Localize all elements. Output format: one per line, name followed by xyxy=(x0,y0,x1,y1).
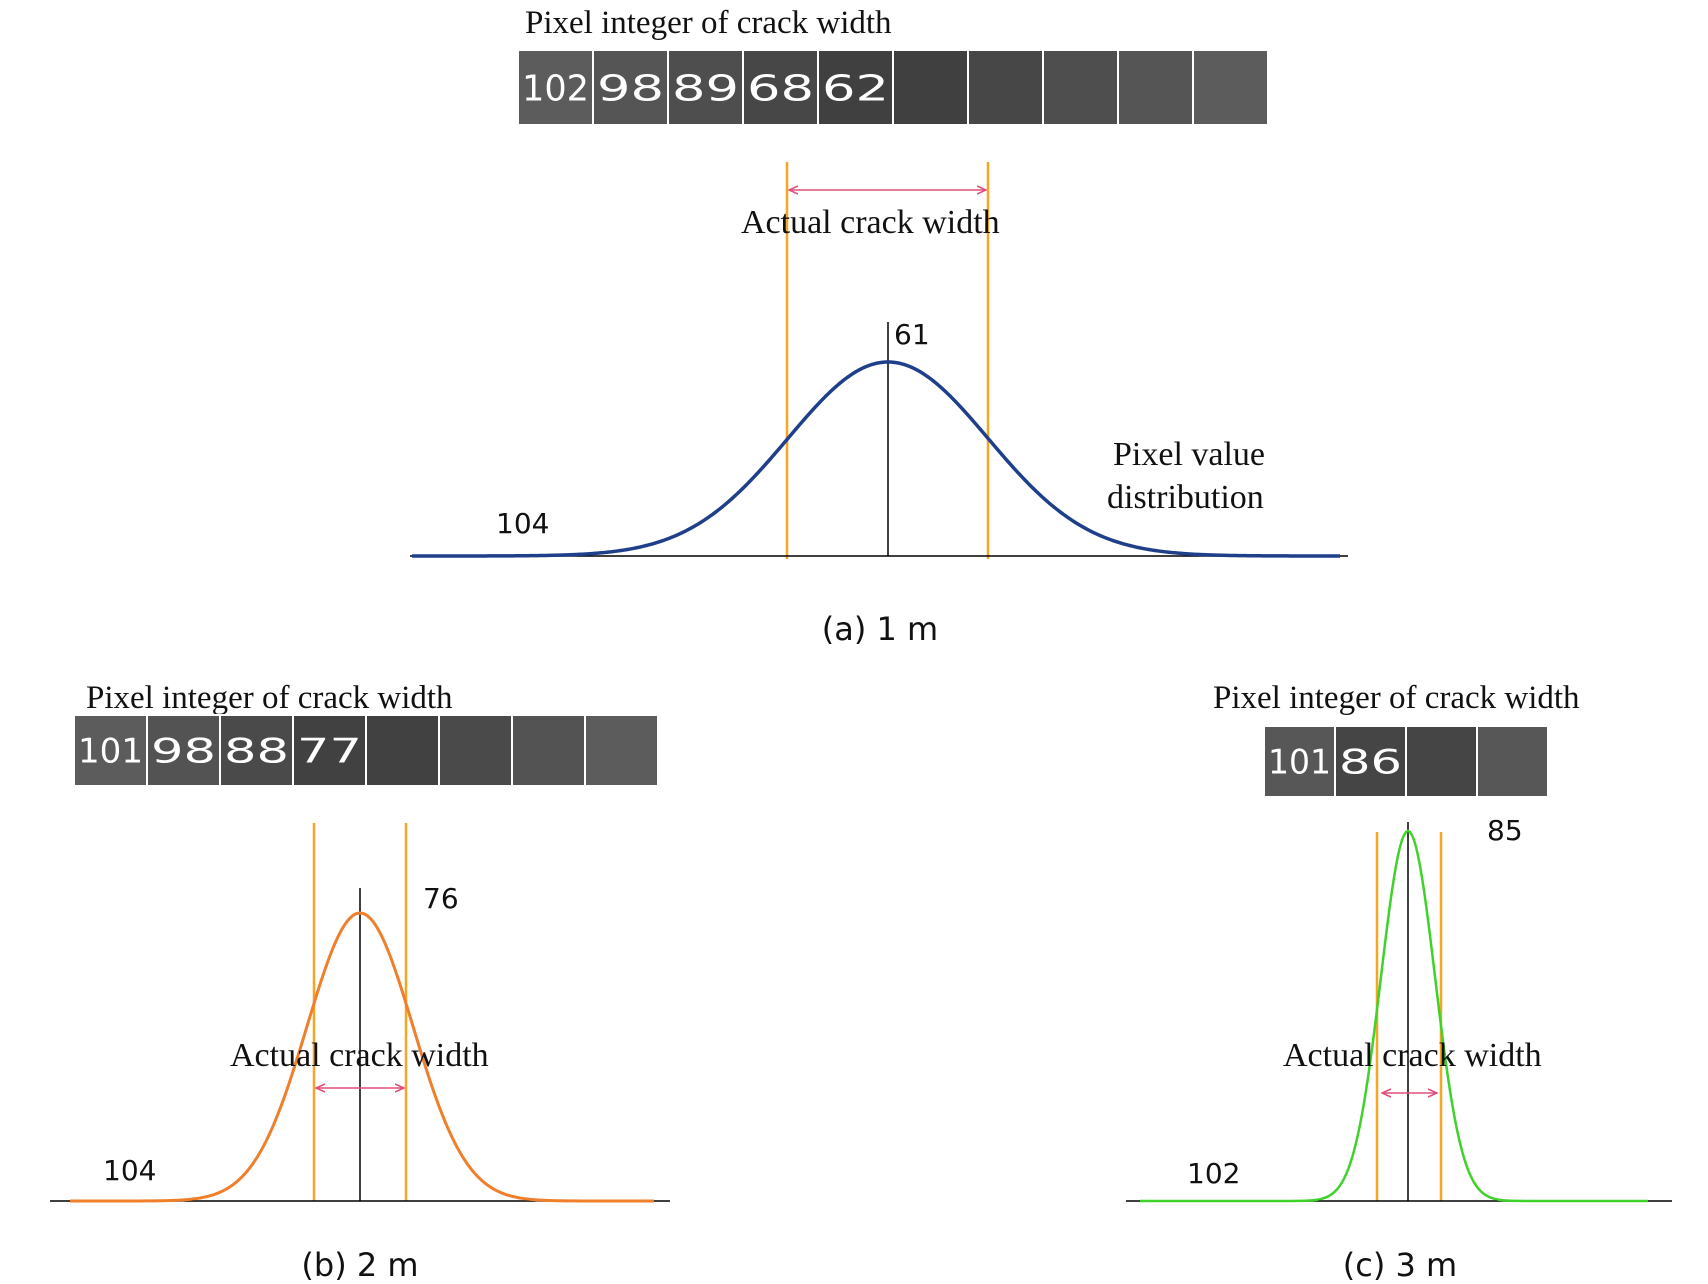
panel-a-distribution-curve xyxy=(412,360,1340,558)
panel-b-strip-title: Pixel integer of crack width xyxy=(86,680,453,716)
panel-a-pixel-strip: 102 98 89 68 62 xyxy=(517,49,1269,126)
panel-c-edge-label: 102 xyxy=(1187,1157,1240,1190)
panel-c-peak-label: 85 xyxy=(1487,814,1523,847)
panel-c-pixel-cell xyxy=(1405,725,1478,798)
panel-a-width-label: Actual crack width xyxy=(741,204,1000,241)
panel-c-pixel-cell xyxy=(1334,725,1407,798)
panel-a-strip-title: Pixel integer of crack width xyxy=(525,5,892,41)
panel-b-pixel-strip: 101 98 88 77 xyxy=(73,714,659,787)
panel-c-pixel-value: 101 xyxy=(1268,743,1331,783)
panel-b-pixel-cell xyxy=(73,714,148,787)
panel-b-caption: (b) 2 m xyxy=(301,1246,418,1284)
panel-b-pixel-cell xyxy=(146,714,221,787)
panel-a: Pixel integer of crack width 102 98 89 68 62… xyxy=(410,5,1348,648)
panel-c: Pixel integer of crack width 101 86 Actua… xyxy=(1126,680,1672,1284)
panel-a-pixel-value: 98 xyxy=(597,68,664,109)
panel-a-curve-label-line1: Pixel value xyxy=(1113,436,1265,473)
panel-a-pixel-cell xyxy=(592,49,669,126)
panel-c-pixel-value: 86 xyxy=(1339,743,1402,783)
panel-a-pixel-cell xyxy=(1117,49,1194,126)
panel-a-pixel-cell xyxy=(667,49,744,126)
panel-a-pixel-value: 102 xyxy=(522,68,589,109)
panel-a-pixel-value: 68 xyxy=(747,68,814,109)
panel-b-pixel-cell xyxy=(219,714,294,787)
panel-b-width-label: Actual crack width xyxy=(230,1037,489,1074)
panel-c-pixel-strip: 101 86 xyxy=(1263,725,1549,798)
panel-b-distribution-curve xyxy=(70,911,654,1203)
panel-c-strip-title: Pixel integer of crack width xyxy=(1213,680,1580,716)
panel-c-caption: (c) 3 m xyxy=(1343,1246,1457,1284)
panel-a-caption: (a) 1 m xyxy=(822,610,938,648)
panel-b-pixel-value: 98 xyxy=(151,732,216,772)
panel-a-edge-label: 104 xyxy=(496,507,549,540)
panel-c-pixel-cell xyxy=(1476,725,1549,798)
panel-a-pixel-cell xyxy=(967,49,1044,126)
panel-b-pixel-value: 88 xyxy=(224,732,289,772)
panel-a-pixel-cell xyxy=(817,49,894,126)
panel-b-pixel-value: 77 xyxy=(297,732,362,772)
panel-a-pixel-cell xyxy=(892,49,969,126)
panel-c-width-label: Actual crack width xyxy=(1283,1037,1542,1074)
panel-b-pixel-cell xyxy=(511,714,586,787)
panel-a-pixel-cell xyxy=(1192,49,1269,126)
panel-b: Pixel integer of crack width 101 98 88 77 A… xyxy=(50,680,670,1284)
panel-a-pixel-value: 62 xyxy=(822,68,889,109)
panel-b-pixel-cell xyxy=(292,714,367,787)
panel-a-peak-label: 61 xyxy=(894,318,930,351)
panel-a-curve-label-line2: distribution xyxy=(1107,479,1264,516)
panel-b-pixel-cell xyxy=(438,714,513,787)
panel-b-peak-label: 76 xyxy=(423,882,459,915)
panel-c-distribution-curve xyxy=(1140,829,1648,1203)
panel-b-pixel-value: 101 xyxy=(78,732,143,772)
panel-b-pixel-cell xyxy=(584,714,659,787)
panel-b-pixel-cell xyxy=(365,714,440,787)
panel-c-pixel-cell xyxy=(1263,725,1336,798)
panel-b-edge-label: 104 xyxy=(103,1154,156,1187)
panel-a-pixel-cell xyxy=(517,49,594,126)
panel-a-pixel-value: 89 xyxy=(672,68,739,109)
panel-a-pixel-cell xyxy=(1042,49,1119,126)
